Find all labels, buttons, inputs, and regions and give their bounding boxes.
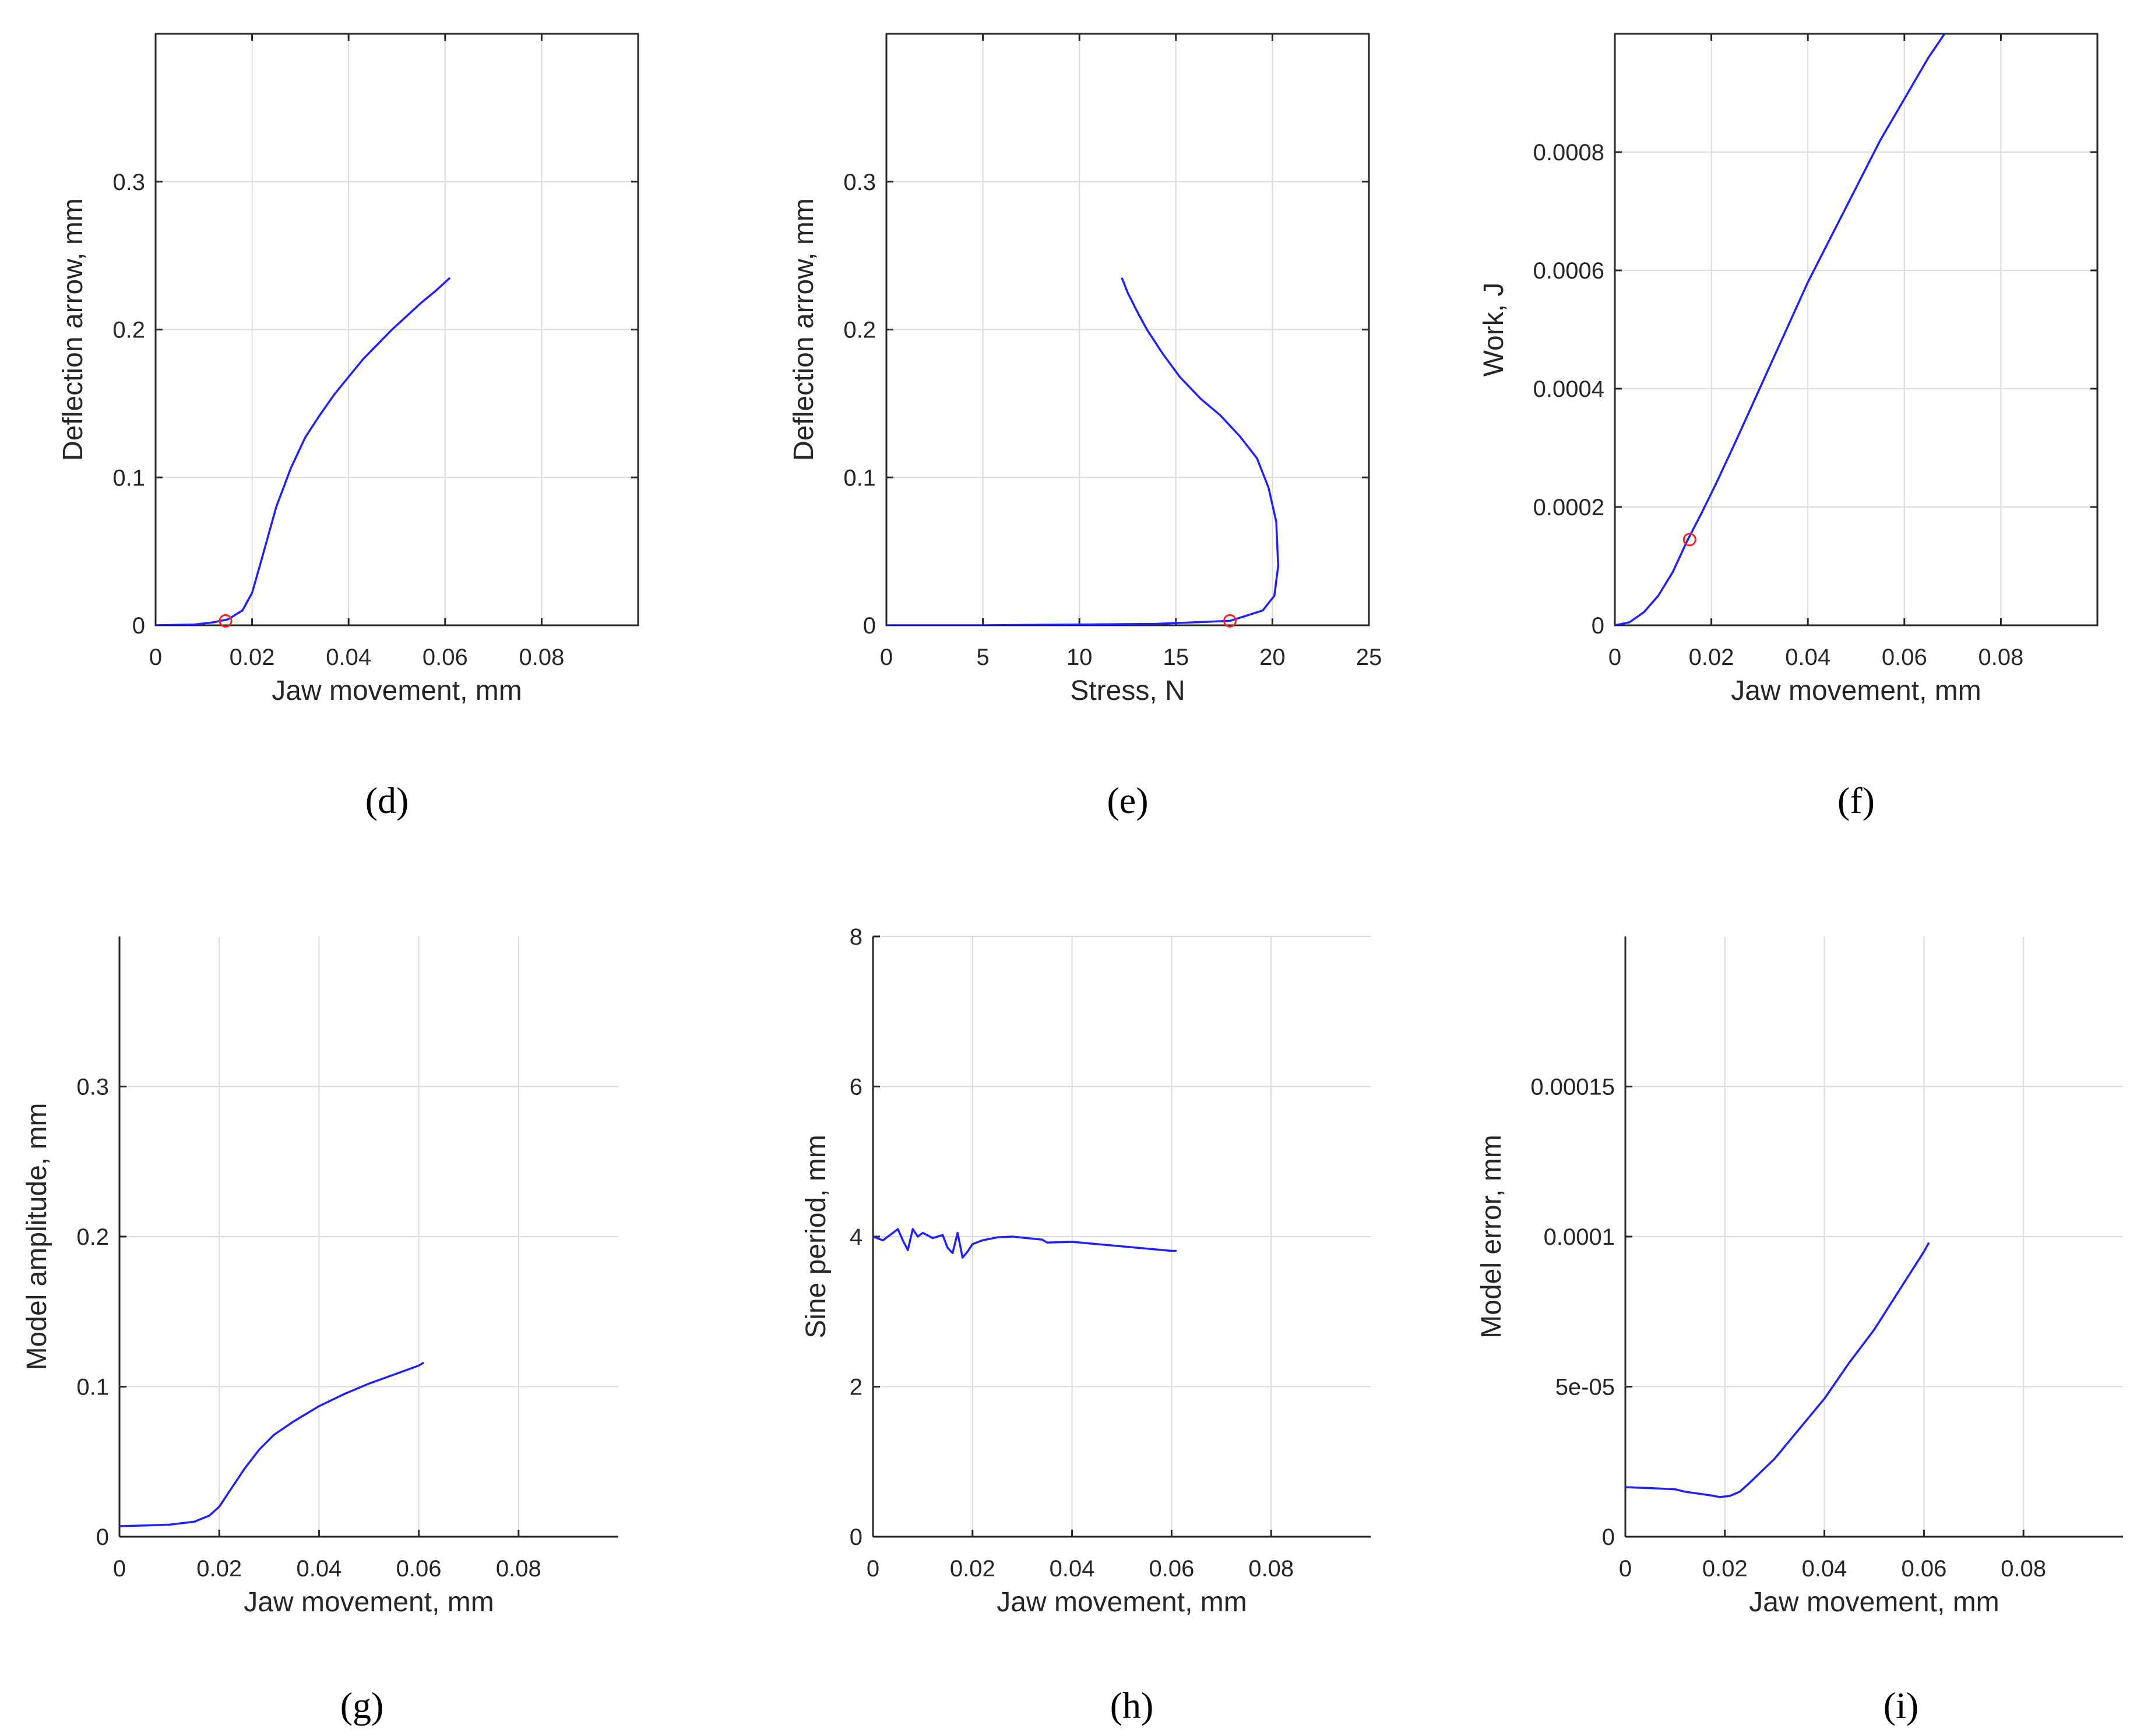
x-tick-label: 0.06	[423, 645, 468, 670]
x-tick-label: 0.04	[296, 1556, 342, 1582]
y-tick-label: 0	[863, 613, 876, 639]
x-tick-label: 0.04	[1050, 1556, 1095, 1582]
y-tick-label: 4	[850, 1224, 862, 1250]
x-tick-label: 0.08	[496, 1556, 541, 1582]
panel-i: 0 0.02 0.04 0.06 0.08 0 5e-05 0.0001 0.00015 Jaw …	[1476, 936, 2123, 1618]
x-axis-label: Jaw movement, mm	[1731, 675, 1981, 706]
x-tick-label: 0.06	[1901, 1556, 1946, 1582]
caption-f: (f)	[1837, 780, 1875, 821]
y-tick-label: 0.2	[76, 1224, 109, 1250]
x-tick-label: 10	[1066, 645, 1093, 670]
y-axis-label: Deflection arrow, mm	[788, 198, 819, 461]
series-line-deflection-vs-stress	[886, 277, 1280, 625]
x-tick-label: 0.06	[1149, 1556, 1194, 1582]
panel-g: 0 0.02 0.04 0.06 0.08 0 0.1 0.2 0.3 Jaw movement,…	[22, 936, 618, 1618]
x-tick-label: 0.04	[1802, 1556, 1847, 1582]
y-tick-label: 0	[850, 1524, 862, 1550]
x-axis-label: Stress, N	[1070, 675, 1185, 706]
x-tick-label: 0.02	[950, 1556, 995, 1582]
series-line-work	[1615, 34, 1946, 625]
x-tick-label: 0	[113, 1556, 126, 1582]
x-tick-label: 0.04	[326, 645, 371, 670]
y-tick-label: 0.3	[76, 1075, 109, 1100]
caption-h: (h)	[1110, 1685, 1154, 1726]
y-axis-label: Work, J	[1478, 283, 1509, 377]
y-tick-label: 6	[850, 1075, 862, 1100]
x-tick-label: 0.08	[519, 645, 564, 670]
y-axis-label: Sine period, mm	[801, 1135, 832, 1338]
x-tick-label: 0	[1608, 645, 1621, 670]
x-axis-label: Jaw movement, mm	[244, 1587, 494, 1618]
x-tick-label: 0.06	[396, 1556, 442, 1582]
x-tick-label: 20	[1259, 645, 1286, 670]
y-tick-label: 0.0002	[1533, 495, 1604, 520]
y-tick-label: 0.3	[112, 170, 145, 195]
y-axis-label: Model error, mm	[1476, 1135, 1507, 1338]
caption-e: (e)	[1107, 780, 1148, 821]
x-tick-label: 0.02	[1689, 645, 1734, 670]
y-tick-label: 0	[96, 1524, 109, 1550]
panel-f: 0 0.02 0.04 0.06 0.08 0 0.0002 0.0004 0.0006 0.00…	[1478, 33, 2099, 706]
x-tick-label: 0	[867, 1556, 879, 1582]
x-tick-label: 0	[1619, 1556, 1632, 1582]
x-axis-label: Jaw movement, mm	[272, 675, 522, 706]
series-line-deflection	[156, 277, 451, 625]
y-tick-label: 0	[132, 613, 145, 639]
point-marker	[1223, 614, 1237, 628]
x-tick-label: 0.08	[2001, 1556, 2046, 1582]
y-tick-label: 0.1	[112, 465, 145, 491]
y-tick-label: 0.0004	[1533, 376, 1604, 402]
y-tick-label: 0.2	[843, 318, 876, 343]
y-tick-label: 0.0006	[1533, 258, 1604, 284]
x-tick-label: 0.08	[1248, 1556, 1294, 1582]
caption-i: (i)	[1884, 1685, 1918, 1726]
y-tick-label: 0	[1602, 1524, 1615, 1550]
y-axis-label: Deflection arrow, mm	[58, 198, 89, 461]
y-axis-label: Model amplitude, mm	[22, 1103, 52, 1371]
y-tick-label: 0.2	[112, 318, 145, 343]
x-tick-label: 15	[1163, 645, 1189, 670]
panel-e: 0 5 10 15 20 25 0 0.1 0.2 0.3 Stress, N Deflection …	[788, 33, 1382, 706]
y-tick-label: 8	[850, 924, 862, 950]
y-tick-label: 0.0001	[1544, 1224, 1615, 1250]
y-tick-label: 0.1	[76, 1375, 109, 1400]
panel-d: 0 0.02 0.04 0.06 0.08 0 0.1 0.2 0.3 Jaw movement,…	[58, 33, 639, 706]
y-tick-label: 0	[1592, 613, 1604, 639]
series-line-amplitude	[119, 1361, 425, 1527]
panel-h: 0 0.02 0.04 0.06 0.08 0 2 4 6 8 Jaw movement, mm Si…	[801, 924, 1371, 1618]
y-tick-label: 0.00015	[1530, 1075, 1615, 1100]
series-line-error	[1625, 1242, 1930, 1498]
series-line-period	[873, 1228, 1177, 1259]
x-tick-label: 0.08	[1978, 645, 2023, 670]
point-marker	[219, 614, 233, 628]
point-marker	[1682, 533, 1696, 547]
x-axis-label: Jaw movement, mm	[1749, 1587, 1999, 1618]
x-tick-label: 25	[1356, 645, 1382, 670]
x-tick-label: 0.02	[230, 645, 275, 670]
y-tick-label: 0.1	[843, 465, 876, 491]
caption-g: (g)	[340, 1685, 384, 1726]
x-tick-label: 5	[976, 645, 989, 670]
x-tick-label: 0.02	[196, 1556, 242, 1582]
y-tick-label: 0.0008	[1533, 140, 1604, 165]
caption-d: (d)	[365, 780, 409, 821]
y-tick-label: 0.3	[843, 170, 876, 195]
x-tick-label: 0	[880, 645, 893, 670]
x-axis-label: Jaw movement, mm	[997, 1587, 1247, 1618]
y-tick-label: 5e-05	[1555, 1375, 1615, 1400]
y-tick-label: 2	[850, 1375, 862, 1400]
axes-box	[1614, 33, 2099, 626]
x-tick-label: 0	[149, 645, 162, 670]
x-tick-label: 0.02	[1702, 1556, 1748, 1582]
x-tick-label: 0.04	[1785, 645, 1830, 670]
x-tick-label: 0.06	[1882, 645, 1927, 670]
